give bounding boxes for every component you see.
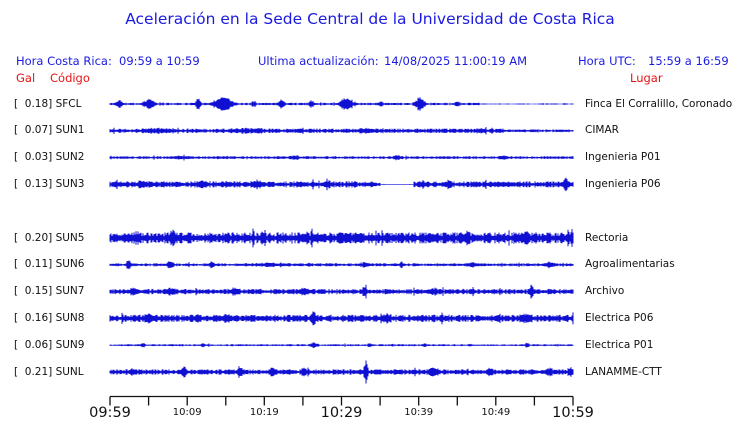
channel-gal-code-sun2: [ 0.03] SUN2	[14, 151, 85, 164]
x-tick-label-1039: 10:39	[404, 407, 434, 418]
channel-location-sun1: CIMAR	[585, 124, 619, 137]
trace-sun6	[109, 260, 574, 270]
time-axis	[109, 395, 574, 406]
x-tick-label-1049: 10:49	[481, 407, 511, 418]
channel-location-sun3: Ingenieria P06	[585, 177, 661, 190]
x-tick-label-1019: 10:19	[249, 407, 279, 418]
channel-gal-code-sun9: [ 0.06] SUN9	[14, 338, 85, 351]
trace-sun7	[109, 284, 574, 299]
channel-location-sun5: Rectoria	[585, 231, 629, 244]
channel-gal-code-sun8: [ 0.16] SUN8	[14, 311, 85, 324]
channel-gal-code-sun7: [ 0.15] SUN7	[14, 285, 85, 298]
channel-gal-code-sun6: [ 0.11] SUN6	[14, 258, 85, 271]
channel-location-sun8: Electrica P06	[585, 311, 654, 324]
page-title: Aceleración en la Sede Central de la Uni…	[125, 10, 615, 28]
channel-location-sfcl: Finca El Corralillo, Coronado	[585, 97, 733, 110]
local-time-value: 09:59 a 10:59	[119, 54, 200, 68]
column-header-codigo: Código	[50, 71, 90, 85]
trace-sfcl	[109, 97, 574, 111]
channel-location-sun9: Electrica P01	[585, 338, 654, 351]
local-time-label: Hora Costa Rica:	[16, 54, 112, 68]
trace-sun9	[109, 342, 574, 348]
trace-sun1	[109, 127, 574, 135]
x-tick-label-1009: 10:09	[172, 407, 202, 418]
channel-location-sun6: Agroalimentarias	[585, 258, 675, 271]
last-update-value: 14/08/2025 11:00:19 AM	[384, 54, 528, 68]
utc-time-label: Hora UTC:	[578, 54, 636, 68]
last-update-label: Ultima actualización:	[258, 54, 379, 68]
channel-location-sun7: Archivo	[585, 285, 625, 298]
utc-time-value: 15:59 a 16:59	[648, 54, 729, 68]
trace-sun2	[109, 154, 574, 161]
trace-sun5	[109, 228, 574, 248]
column-header-gal: Gal	[16, 71, 36, 85]
channel-gal-code-sunl: [ 0.21] SUNL	[14, 365, 84, 378]
x-tick-label-1059: 10:59	[552, 405, 594, 421]
channel-gal-code-sun3: [ 0.13] SUN3	[14, 177, 85, 190]
x-tick-label-0959: 09:59	[89, 405, 131, 421]
channel-gal-code-sun5: [ 0.20] SUN5	[14, 231, 85, 244]
channel-gal-code-sfcl: [ 0.18] SFCL	[14, 97, 82, 110]
trace-sunl	[109, 360, 574, 384]
trace-sun8	[109, 311, 574, 326]
trace-sun3	[109, 177, 574, 192]
channel-gal-code-sun1: [ 0.07] SUN1	[14, 124, 85, 137]
column-header-lugar: Lugar	[630, 71, 663, 85]
channel-location-sun2: Ingenieria P01	[585, 151, 661, 164]
x-tick-label-1029: 10:29	[320, 405, 363, 421]
channel-location-sunl: LANAMME-CTT	[585, 365, 662, 378]
